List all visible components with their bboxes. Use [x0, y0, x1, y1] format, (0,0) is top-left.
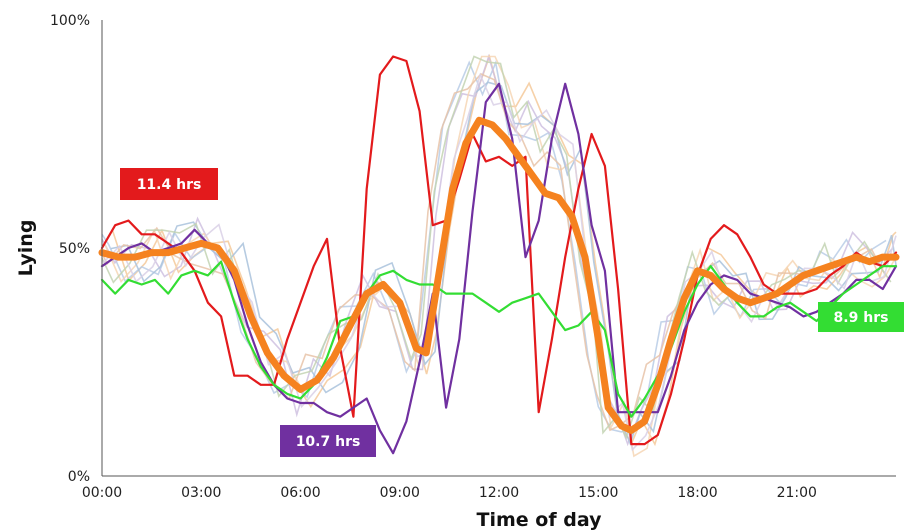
y-tick-label: 50% [59, 241, 90, 257]
annotation-label: 10.7 hrs [296, 434, 361, 450]
tick-labels-group: 00:00 03:00 06:00 09:00 12:00 15:00 18:00 21:00… [50, 13, 817, 501]
x-tick-label: 00:00 [82, 485, 122, 501]
annotation-badge [280, 425, 376, 457]
x-tick-label: 15:00 [578, 485, 618, 501]
mean-series-line [98, 116, 900, 434]
series-line [100, 260, 898, 418]
annotation-label: 11.4 hrs [137, 177, 202, 193]
annotation-badges-group: 11.4 hrs 10.7 hrs 8.9 hrs [120, 168, 904, 457]
x-axis-title: Time of day [477, 509, 603, 531]
background-series-line [101, 60, 887, 433]
y-tick-label: 0% [68, 469, 90, 485]
x-tick-label: 09:00 [380, 485, 420, 501]
y-axis-title: Lying [15, 220, 37, 277]
x-tick-label: 18:00 [677, 485, 717, 501]
x-tick-label: 03:00 [181, 485, 221, 501]
y-tick-label: 100% [50, 13, 90, 29]
annotation-badge [818, 302, 904, 332]
x-tick-label: 21:00 [777, 485, 817, 501]
axes-group [101, 20, 896, 477]
x-tick-label: 06:00 [280, 485, 320, 501]
highlighted-series-group [98, 55, 900, 455]
x-tick-label: 12:00 [479, 485, 519, 501]
annotation-badge [120, 168, 218, 200]
series-line [100, 55, 898, 446]
annotation-label: 8.9 hrs [834, 310, 889, 326]
